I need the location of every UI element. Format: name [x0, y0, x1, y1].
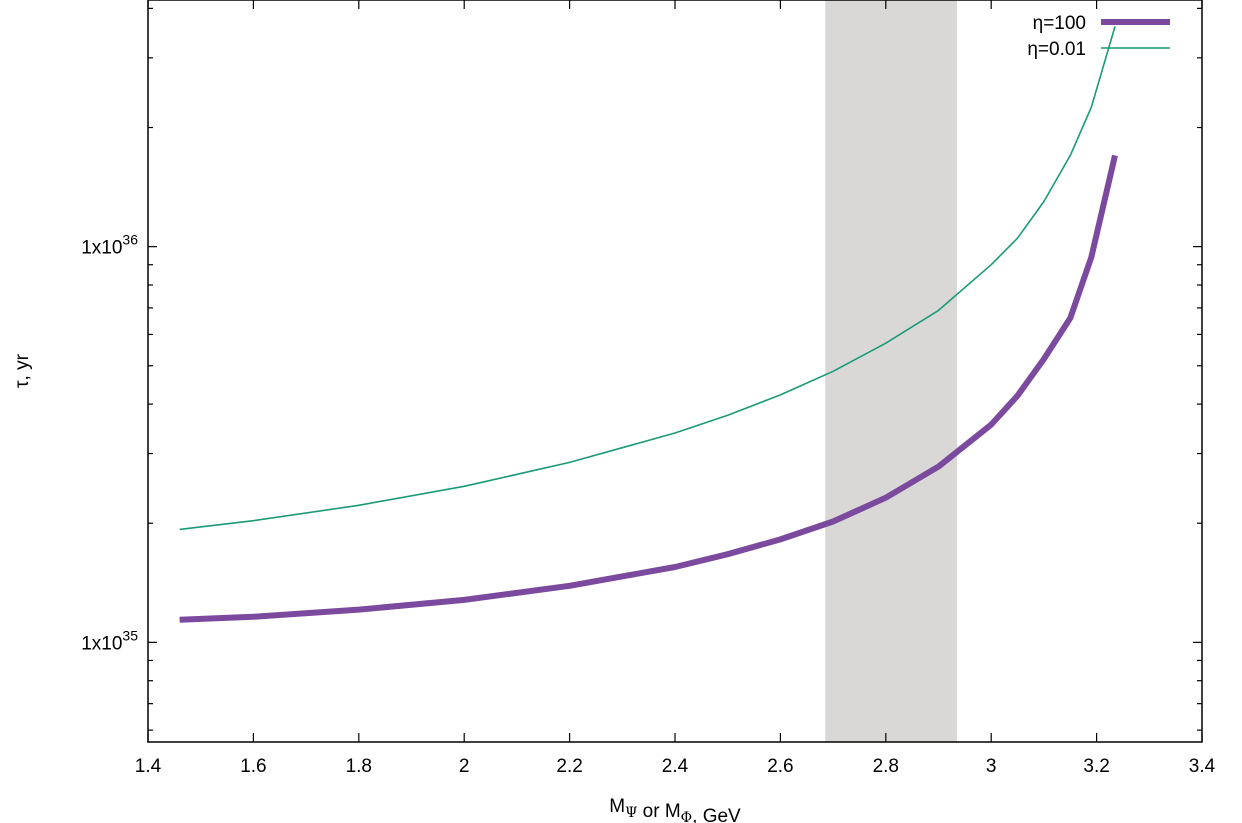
legend: η=100 η=0.01 — [1027, 13, 1170, 60]
series-line-2 — [179, 26, 1116, 531]
x-tick-label: 1.4 — [135, 756, 162, 777]
plot-frame — [147, 0, 1203, 743]
x-tick-label: 2.8 — [873, 756, 899, 777]
x-axis-title: MΨ or MΦ, GeV — [609, 796, 741, 823]
x-tick-label: 3.4 — [1189, 756, 1216, 777]
y-axis-title: τ, yr — [12, 353, 33, 388]
x-tick-label: 3 — [986, 756, 997, 777]
x-tick-label: 2.6 — [767, 756, 793, 777]
y-tick-label: 1x1035 — [81, 627, 138, 654]
legend-label: η=0.01 — [1027, 39, 1086, 60]
shaded-band — [825, 0, 957, 742]
x-tick-label: 1.8 — [346, 756, 372, 777]
x-tick-label: 2.4 — [662, 756, 689, 777]
x-tick-label: 3.2 — [1083, 756, 1109, 777]
x-tick-label: 1.6 — [240, 756, 266, 777]
legend-label: η=100 — [1033, 13, 1086, 34]
series-line-1 — [179, 154, 1118, 623]
x-tick-label: 2.2 — [556, 756, 582, 777]
y-tick-label: 1x1036 — [81, 232, 138, 259]
x-tick-label: 2 — [459, 756, 470, 777]
